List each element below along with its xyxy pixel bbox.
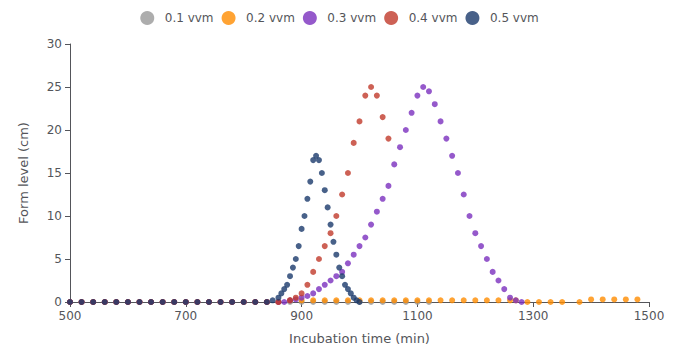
svg-text:Incubation time (min): Incubation time (min) — [289, 331, 430, 346]
svg-text:1300: 1300 — [518, 309, 549, 323]
svg-text:0.4 vvm: 0.4 vvm — [409, 11, 458, 25]
svg-text:30: 30 — [47, 37, 62, 51]
svg-text:0.5 vvm: 0.5 vvm — [490, 11, 539, 25]
svg-text:1100: 1100 — [402, 309, 433, 323]
svg-text:15: 15 — [47, 166, 62, 180]
svg-text:900: 900 — [290, 309, 313, 323]
svg-text:1500: 1500 — [634, 309, 665, 323]
svg-text:0.1 vvm: 0.1 vvm — [165, 11, 214, 25]
svg-text:0.2 vvm: 0.2 vvm — [246, 11, 295, 25]
svg-text:0: 0 — [54, 295, 62, 309]
svg-text:500: 500 — [59, 309, 82, 323]
svg-text:Form level (cm): Form level (cm) — [16, 122, 31, 224]
svg-text:0.3 vvm: 0.3 vvm — [327, 11, 376, 25]
svg-text:20: 20 — [47, 123, 62, 137]
svg-text:25: 25 — [47, 80, 62, 94]
svg-text:10: 10 — [47, 209, 62, 223]
svg-text:700: 700 — [174, 309, 197, 323]
svg-text:5: 5 — [54, 252, 62, 266]
